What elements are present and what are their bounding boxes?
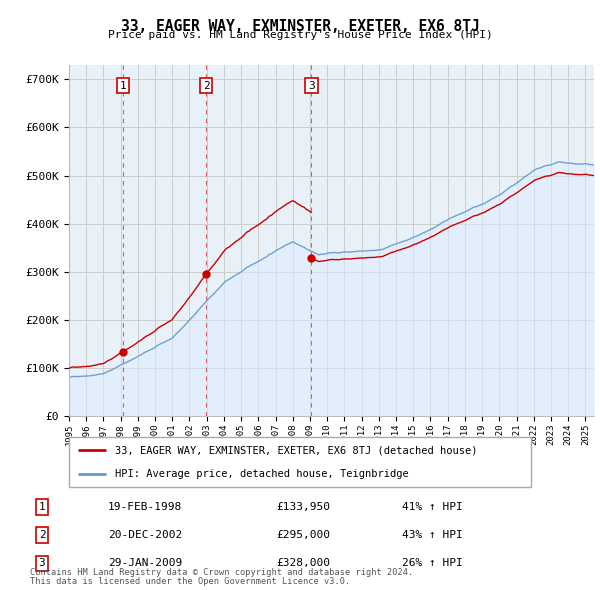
Text: Price paid vs. HM Land Registry's House Price Index (HPI): Price paid vs. HM Land Registry's House … [107, 30, 493, 40]
Text: HPI: Average price, detached house, Teignbridge: HPI: Average price, detached house, Teig… [115, 469, 409, 479]
Text: 33, EAGER WAY, EXMINSTER, EXETER, EX6 8TJ: 33, EAGER WAY, EXMINSTER, EXETER, EX6 8T… [121, 19, 479, 34]
Text: 41% ↑ HPI: 41% ↑ HPI [402, 502, 463, 512]
Text: 26% ↑ HPI: 26% ↑ HPI [402, 559, 463, 568]
FancyBboxPatch shape [69, 437, 531, 487]
Text: 19-FEB-1998: 19-FEB-1998 [108, 502, 182, 512]
Text: £133,950: £133,950 [276, 502, 330, 512]
Text: 43% ↑ HPI: 43% ↑ HPI [402, 530, 463, 540]
Text: 3: 3 [308, 81, 315, 91]
Text: 20-DEC-2002: 20-DEC-2002 [108, 530, 182, 540]
Text: 3: 3 [38, 559, 46, 568]
Text: 29-JAN-2009: 29-JAN-2009 [108, 559, 182, 568]
Text: 2: 2 [38, 530, 46, 540]
Text: 1: 1 [38, 502, 46, 512]
Text: 1: 1 [119, 81, 126, 91]
Text: 33, EAGER WAY, EXMINSTER, EXETER, EX6 8TJ (detached house): 33, EAGER WAY, EXMINSTER, EXETER, EX6 8T… [115, 445, 478, 455]
Text: This data is licensed under the Open Government Licence v3.0.: This data is licensed under the Open Gov… [30, 577, 350, 586]
Text: Contains HM Land Registry data © Crown copyright and database right 2024.: Contains HM Land Registry data © Crown c… [30, 568, 413, 576]
Text: 2: 2 [203, 81, 209, 91]
Text: £295,000: £295,000 [276, 530, 330, 540]
Text: £328,000: £328,000 [276, 559, 330, 568]
